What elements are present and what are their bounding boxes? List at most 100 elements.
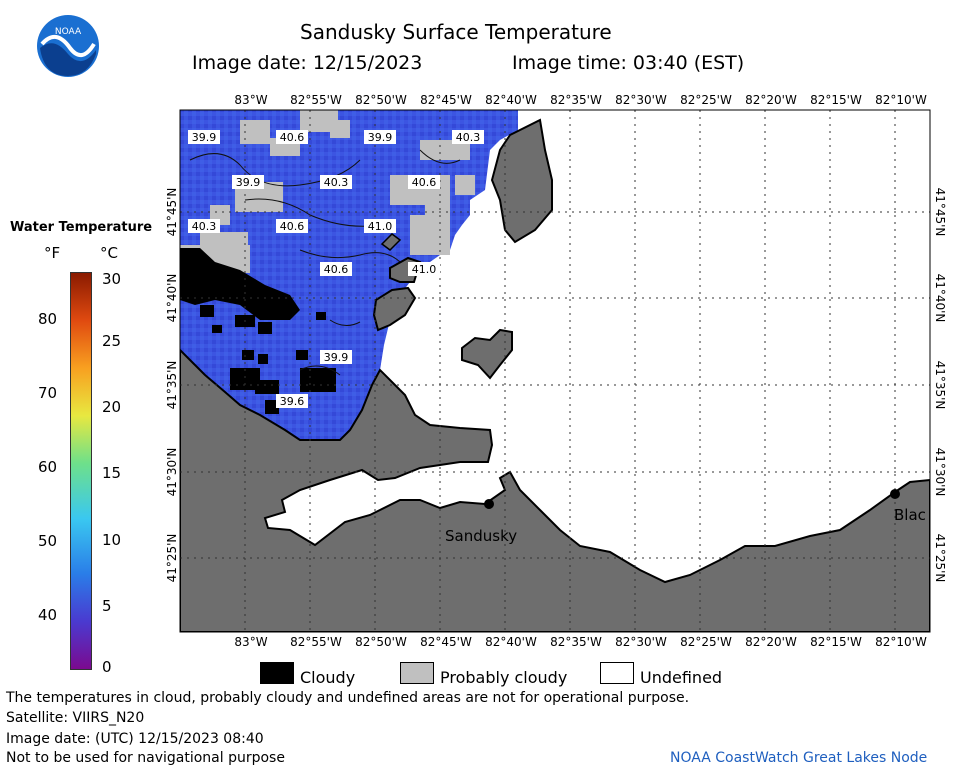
legend-probably-cloudy: Probably cloudy [440,668,568,687]
lat-label: 41°35'N [933,361,947,410]
lon-label: 82°20'W [745,635,797,649]
lon-label: 82°25'W [680,93,732,107]
lon-label: 82°45'W [420,635,472,649]
colorbar-c-tick: 10 [102,531,122,549]
colorbar-title: Water Temperature [10,220,153,235]
temp-label: 40.6 [276,130,308,144]
colorbar-c-tick: 15 [102,464,122,482]
undefined-swatch [600,662,634,684]
temp-label: 39.9 [320,350,352,364]
temp-label: 40.3 [188,219,220,233]
temp-label: 39.9 [188,130,220,144]
lat-label: 41°35'N [165,361,179,410]
satellite-info: Satellite: VIIRS_N20 [6,710,145,726]
credit: NOAA CoastWatch Great Lakes Node [670,750,928,766]
colorbar-c-tick: 25 [102,332,122,350]
cloudy-swatch [260,662,294,684]
colorbar-f-tick: 40 [38,606,58,624]
svg-text:40.6: 40.6 [412,176,437,189]
temperature-labels: 39.9 40.6 39.9 40.3 39.9 40.3 40.6 40.3 40.6 41.0… [188,130,484,408]
svg-text:41.0: 41.0 [412,263,437,276]
lat-label: 41°45'N [165,188,179,237]
lat-label: 41°40'N [933,274,947,323]
lat-label: 41°25'N [933,534,947,583]
svg-text:40.6: 40.6 [280,131,305,144]
lon-label: 82°20'W [745,93,797,107]
noaa-logo: NOAA [36,14,100,78]
lon-label: 82°40'W [485,635,537,649]
colorbar-f-tick: 80 [38,310,58,328]
probably-cloudy-swatch [400,662,434,684]
temp-label: 39.9 [232,175,264,189]
temp-label: 40.6 [320,262,352,276]
colorbar-c-tick: 5 [102,597,112,615]
svg-text:39.9: 39.9 [324,351,349,364]
lon-label: 82°55'W [290,93,342,107]
nav-warning: Not to be used for navigational purpose [6,750,285,766]
lon-label: 82°40'W [485,93,537,107]
svg-text:40.6: 40.6 [324,263,349,276]
latitude-labels: 41°45'N 41°45'N 41°40'N 41°40'N 41°35'N 41°35… [165,188,947,583]
colorbar-f-tick: 60 [38,458,58,476]
lat-label: 41°25'N [165,534,179,583]
map-grid [180,110,930,632]
image-date: Image date: 12/15/2023 [192,52,423,74]
lon-label: 82°50'W [355,635,407,649]
temp-label: 40.3 [320,175,352,189]
temp-label: 40.6 [408,175,440,189]
city-label-blac: Blac [894,506,926,524]
lat-label: 41°30'N [165,448,179,497]
lat-label: 41°45'N [933,188,947,237]
colorbar-c-tick: 30 [102,270,122,288]
svg-text:39.9: 39.9 [368,131,393,144]
svg-text:40.3: 40.3 [192,220,217,233]
svg-text:39.6: 39.6 [280,395,305,408]
lon-label: 82°25'W [680,635,732,649]
longitude-labels: 83°W 83°W 82°55'W 82°55'W 82°50'W 82°50'W 82°4… [234,93,927,649]
lon-label: 82°35'W [550,635,602,649]
lon-label: 82°50'W [355,93,407,107]
temp-label: 40.6 [276,219,308,233]
lon-label: 82°45'W [420,93,472,107]
map-frame [179,109,931,633]
svg-text:39.9: 39.9 [192,131,217,144]
colorbar-unit-c: °C [100,244,118,262]
colorbar-c-tick: 0 [102,658,112,676]
svg-text:39.9: 39.9 [236,176,261,189]
svg-text:40.3: 40.3 [324,176,349,189]
lon-label: 82°15'W [810,635,862,649]
lon-label: 82°10'W [875,93,927,107]
utc-date: Image date: (UTC) 12/15/2023 08:40 [6,731,264,747]
temp-label: 40.3 [452,130,484,144]
city-label-sandusky: Sandusky [445,527,517,545]
island-kelleys [461,328,513,380]
svg-text:40.6: 40.6 [280,220,305,233]
lat-label: 41°30'N [933,448,947,497]
disclaimer: The temperatures in cloud, probably clou… [6,690,690,706]
logo-text: NOAA [55,27,82,37]
temp-label: 41.0 [408,262,440,276]
colorbar-scale [70,272,92,670]
lon-label: 83°W [234,635,267,649]
temp-label: 41.0 [364,219,396,233]
temp-label: 39.6 [276,394,308,408]
lat-label: 41°40'N [165,274,179,323]
colorbar-c-tick: 20 [102,398,122,416]
sandusky-marker [484,499,494,509]
svg-text:40.3: 40.3 [456,131,481,144]
svg-text:41.0: 41.0 [368,220,393,233]
lon-label: 82°15'W [810,93,862,107]
mainland [180,348,930,632]
lon-label: 82°30'W [615,93,667,107]
image-time: Image time: 03:40 (EST) [512,52,745,74]
lon-label: 82°55'W [290,635,342,649]
colorbar-f-tick: 50 [38,532,58,550]
lon-label: 82°35'W [550,93,602,107]
lon-label: 83°W [234,93,267,107]
lon-label: 82°10'W [875,635,927,649]
colorbar-unit-f: °F [44,244,61,262]
page-title: Sandusky Surface Temperature [300,20,612,44]
legend-undefined: Undefined [640,668,723,687]
island-tiny [380,233,402,251]
